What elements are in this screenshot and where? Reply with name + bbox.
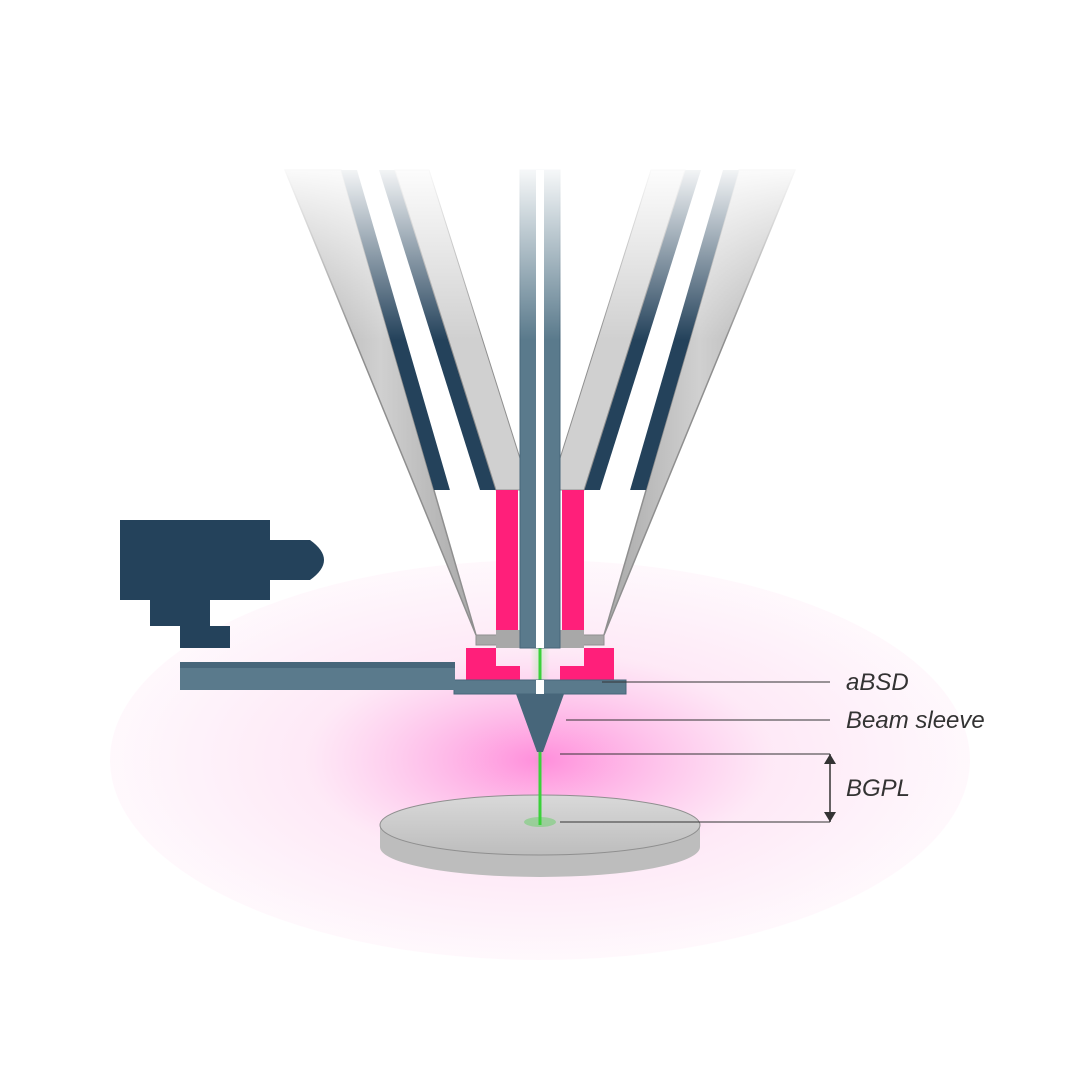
label-beamSleeve: Beam sleeve	[846, 707, 985, 734]
label-aBSD: aBSD	[846, 669, 909, 696]
absd-plate	[454, 680, 626, 694]
sem-diagram: aBSD Beam sleeve BGPL	[0, 0, 1080, 1080]
top-fade	[0, 160, 1080, 340]
label-BGPL: BGPL	[846, 775, 910, 802]
